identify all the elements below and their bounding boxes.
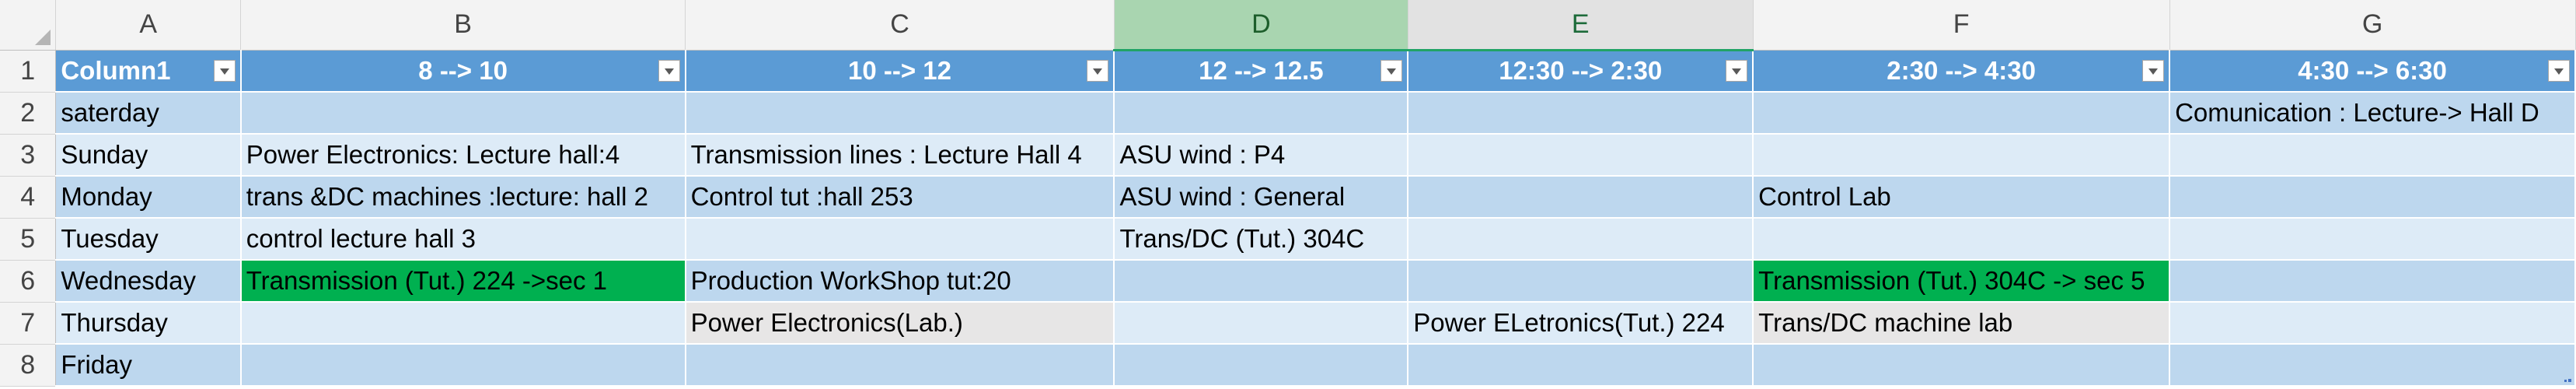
column-letter-b[interactable]: B bbox=[240, 0, 686, 51]
row-number-2[interactable]: 2 bbox=[0, 92, 57, 135]
cell-e8[interactable] bbox=[1408, 344, 1754, 387]
cell-d6[interactable] bbox=[1114, 260, 1409, 303]
cell-c6[interactable]: Production WorkShop tut:20 bbox=[685, 260, 1115, 303]
table-row: 2 saterday Comunication : Lecture-> Hall… bbox=[0, 92, 2576, 135]
select-all-corner[interactable] bbox=[0, 0, 57, 51]
header-cell-8-10[interactable]: 8 --> 10 bbox=[240, 50, 686, 93]
cell-g7[interactable] bbox=[2169, 302, 2576, 345]
column-letter-d[interactable]: D bbox=[1114, 0, 1408, 51]
header-cell-2-30-4-30[interactable]: 2:30 --> 4:30 bbox=[1753, 50, 2171, 93]
table-row: 8 Friday bbox=[0, 344, 2576, 387]
column-header-row: A B C D E F G bbox=[0, 0, 2576, 51]
table-resize-handle-icon[interactable] bbox=[2564, 374, 2571, 382]
cell-b6[interactable]: Transmission (Tut.) 224 ->sec 1 bbox=[240, 260, 686, 303]
header-cell-10-12[interactable]: 10 --> 12 bbox=[685, 50, 1115, 93]
cell-d8[interactable] bbox=[1114, 344, 1409, 387]
cell-c7[interactable]: Power Electronics(Lab.) bbox=[685, 302, 1115, 345]
cell-c3[interactable]: Transmission lines : Lecture Hall 4 bbox=[685, 134, 1115, 177]
header-label: 12:30 --> 2:30 bbox=[1499, 56, 1663, 86]
cell-c2[interactable] bbox=[685, 92, 1115, 135]
cell-f7[interactable]: Trans/DC machine lab bbox=[1753, 302, 2171, 345]
column-letter-a[interactable]: A bbox=[55, 0, 242, 51]
cell-a3[interactable]: Sunday bbox=[55, 134, 242, 177]
cell-c8[interactable] bbox=[685, 344, 1115, 387]
header-label: 4:30 --> 6:30 bbox=[2298, 55, 2447, 85]
cell-a2[interactable]: saterday bbox=[55, 92, 242, 135]
header-cell-column1[interactable]: Column1 bbox=[55, 50, 242, 93]
cell-d2[interactable] bbox=[1114, 92, 1409, 135]
cell-b2[interactable] bbox=[240, 92, 686, 135]
cell-c5[interactable] bbox=[685, 218, 1115, 261]
table-header-row: 1 Column1 8 --> 10 10 --> 12 12 --> 12.5… bbox=[0, 50, 2576, 93]
table-row: 4 Monday trans &DC machines :lecture: ha… bbox=[0, 176, 2576, 219]
cell-e5[interactable] bbox=[1408, 218, 1754, 261]
cell-f4[interactable]: Control Lab bbox=[1753, 176, 2171, 219]
cell-d3[interactable]: ASU wind : P4 bbox=[1114, 134, 1409, 177]
header-cell-4-30-6-30[interactable]: 4:30 --> 6:30 bbox=[2169, 50, 2576, 93]
cell-d5[interactable]: Trans/DC (Tut.) 304C bbox=[1114, 218, 1409, 261]
cell-b7[interactable] bbox=[240, 302, 686, 345]
cell-e7[interactable]: Power ELetronics(Tut.) 224 bbox=[1408, 302, 1754, 345]
cell-a4[interactable]: Monday bbox=[55, 176, 242, 219]
cell-f5[interactable] bbox=[1753, 218, 2171, 261]
cell-g4[interactable] bbox=[2169, 176, 2576, 219]
cell-c4[interactable]: Control tut :hall 253 bbox=[685, 176, 1115, 219]
cell-e4[interactable] bbox=[1408, 176, 1754, 219]
table-row: 5 Tuesday control lecture hall 3 Trans/D… bbox=[0, 218, 2576, 261]
row-number-3[interactable]: 3 bbox=[0, 134, 57, 177]
filter-dropdown-icon[interactable] bbox=[1087, 59, 1109, 82]
cell-e6[interactable] bbox=[1408, 260, 1754, 303]
cell-d4[interactable]: ASU wind : General bbox=[1114, 176, 1409, 219]
header-cell-12-30-2-30[interactable]: 12:30 --> 2:30 bbox=[1408, 50, 1754, 93]
filter-dropdown-icon[interactable] bbox=[1380, 60, 1403, 82]
cell-f8[interactable] bbox=[1753, 344, 2171, 387]
cell-g5[interactable] bbox=[2169, 218, 2576, 261]
cell-a6[interactable]: Wednesday bbox=[55, 260, 242, 303]
header-label: 10 --> 12 bbox=[848, 55, 951, 85]
cell-b3[interactable]: Power Electronics: Lecture hall:4 bbox=[240, 134, 686, 177]
row-number-8[interactable]: 8 bbox=[0, 344, 57, 387]
filter-dropdown-icon[interactable] bbox=[2548, 59, 2570, 82]
row-number-7[interactable]: 7 bbox=[0, 302, 57, 345]
table-row: 3 Sunday Power Electronics: Lecture hall… bbox=[0, 134, 2576, 177]
row-number-6[interactable]: 6 bbox=[0, 260, 57, 303]
cell-d7[interactable] bbox=[1114, 302, 1409, 345]
table-row: 7 Thursday Power Electronics(Lab.) Power… bbox=[0, 302, 2576, 345]
cell-a5[interactable]: Tuesday bbox=[55, 218, 242, 261]
table-row: 6 Wednesday Transmission (Tut.) 224 ->se… bbox=[0, 260, 2576, 303]
header-label: 8 --> 10 bbox=[418, 55, 508, 85]
cell-g8[interactable] bbox=[2169, 344, 2576, 387]
cell-a8[interactable]: Friday bbox=[55, 344, 242, 387]
row-number-1[interactable]: 1 bbox=[0, 50, 57, 93]
filter-dropdown-icon[interactable] bbox=[1726, 60, 1748, 82]
cell-f2[interactable] bbox=[1753, 92, 2171, 135]
row-number-5[interactable]: 5 bbox=[0, 218, 57, 261]
header-label: 2:30 --> 4:30 bbox=[1887, 55, 2036, 85]
filter-dropdown-icon[interactable] bbox=[2142, 59, 2165, 82]
cell-f3[interactable] bbox=[1753, 134, 2171, 177]
column-letter-c[interactable]: C bbox=[685, 0, 1115, 51]
column-letter-g[interactable]: G bbox=[2169, 0, 2576, 51]
header-cell-12-12-5[interactable]: 12 --> 12.5 bbox=[1114, 50, 1409, 93]
cell-b4[interactable]: trans &DC machines :lecture: hall 2 bbox=[240, 176, 686, 219]
cell-g3[interactable] bbox=[2169, 134, 2576, 177]
filter-dropdown-icon[interactable] bbox=[658, 59, 680, 82]
cell-g2[interactable]: Comunication : Lecture-> Hall D bbox=[2169, 92, 2576, 135]
cell-b5[interactable]: control lecture hall 3 bbox=[240, 218, 686, 261]
cell-e2[interactable] bbox=[1408, 92, 1754, 135]
cell-e3[interactable] bbox=[1408, 134, 1754, 177]
cell-f6[interactable]: Transmission (Tut.) 304C -> sec 5 bbox=[1753, 260, 2171, 303]
header-label: 12 --> 12.5 bbox=[1199, 56, 1324, 86]
cell-a7[interactable]: Thursday bbox=[55, 302, 242, 345]
cell-g6[interactable] bbox=[2169, 260, 2576, 303]
filter-dropdown-icon[interactable] bbox=[213, 59, 236, 82]
row-number-4[interactable]: 4 bbox=[0, 176, 57, 219]
select-all-triangle-icon bbox=[35, 29, 51, 45]
column-letter-f[interactable]: F bbox=[1753, 0, 2170, 51]
column-letter-e[interactable]: E bbox=[1408, 0, 1754, 51]
cell-b8[interactable] bbox=[240, 344, 686, 387]
header-label: Column1 bbox=[61, 55, 171, 85]
